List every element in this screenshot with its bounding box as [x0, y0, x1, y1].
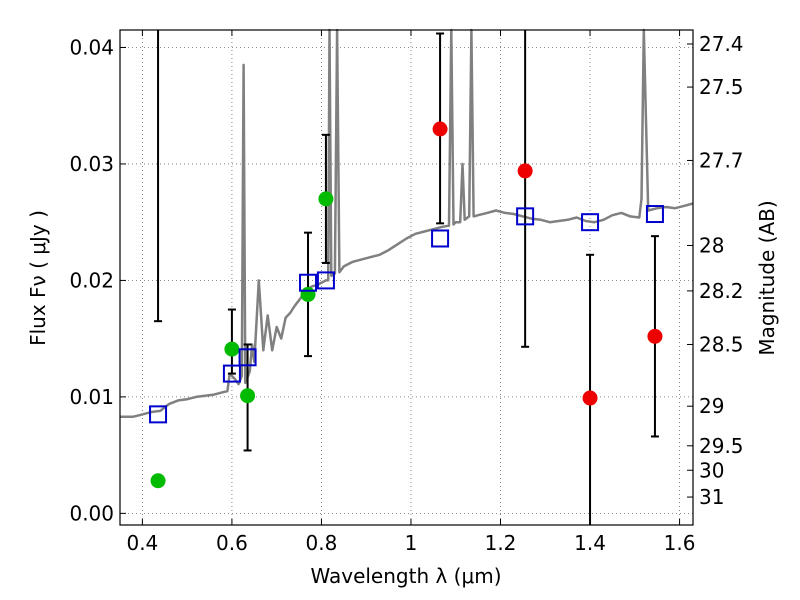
- x-tick-label: 1: [405, 531, 418, 555]
- green-point: [240, 388, 256, 404]
- y-tick-label: 0.01: [69, 385, 114, 409]
- y-axis-label: Flux Fν ( μJy ): [26, 210, 50, 346]
- y-tick-label: 0.00: [69, 501, 114, 525]
- mag-tick-label: 30: [699, 458, 724, 482]
- green-point: [224, 341, 240, 357]
- model-square: [316, 271, 335, 290]
- mag-tick-label: 27.5: [699, 75, 744, 99]
- green-points: [150, 191, 334, 489]
- y2-axis-label: Magnitude (AB): [755, 200, 779, 355]
- x-tick-label: 1.6: [664, 531, 696, 555]
- model-squares: [149, 205, 664, 424]
- x-tick-label: 1.2: [485, 531, 517, 555]
- green-point: [300, 286, 316, 302]
- model-square: [149, 405, 168, 424]
- mag-tick-label: 31: [699, 485, 724, 509]
- x-tick-label: 0.6: [216, 531, 248, 555]
- model-square: [299, 273, 318, 292]
- x-tick-label: 0.4: [126, 531, 158, 555]
- mag-tick-label: 28: [699, 233, 724, 257]
- x-tick-label: 0.8: [306, 531, 338, 555]
- plot-frame: [119, 29, 694, 526]
- model-square: [431, 229, 450, 248]
- mag-tick-label: 27.4: [699, 32, 744, 56]
- x-axis-label: Wavelength λ (μm): [310, 564, 501, 588]
- model-square: [238, 348, 257, 367]
- green-point: [318, 191, 334, 207]
- model-square: [645, 205, 664, 224]
- magnitude-axis: 27.4 27.5 27.7 28 28.2 28.5 29 29.530 31: [687, 32, 744, 509]
- model-square: [222, 364, 241, 383]
- y-tick-label: 0.03: [69, 152, 114, 176]
- x-tick-label: 1.4: [574, 531, 606, 555]
- red-point: [647, 328, 663, 344]
- green-point: [150, 473, 166, 489]
- y-axis: 0.00 0.01 0.02 0.03 0.04: [69, 35, 126, 525]
- y-tick-label: 0.02: [69, 268, 114, 292]
- red-point: [517, 163, 533, 179]
- mag-tick-label: 28.2: [699, 279, 744, 303]
- mag-tick-label: 28.5: [699, 332, 744, 356]
- mag-tick-label: 29.5: [699, 434, 744, 458]
- mag-tick-label: 29: [699, 394, 724, 418]
- y-tick-label: 0.04: [69, 35, 114, 59]
- x-axis: 0.4 0.6 0.8 1 1.2 1.4 1.6: [126, 30, 695, 555]
- mag-tick-label: 27.7: [699, 148, 744, 172]
- red-point: [432, 121, 448, 137]
- plot-background: [120, 30, 693, 525]
- red-point: [582, 390, 598, 406]
- red-points: [432, 121, 663, 406]
- model-square: [581, 213, 600, 232]
- model-square: [516, 207, 535, 226]
